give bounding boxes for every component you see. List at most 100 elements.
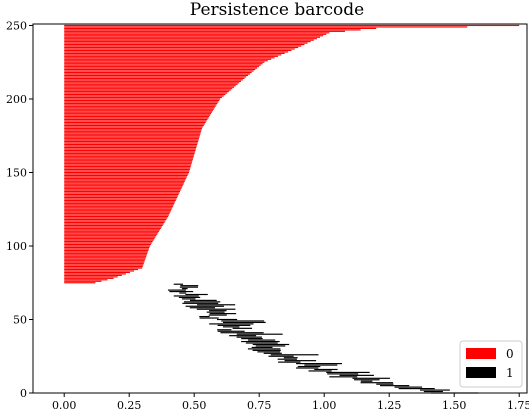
bar-dim1 <box>297 365 321 368</box>
x-tick-label: 1.00 <box>312 399 337 412</box>
bar-dim0 <box>64 282 96 284</box>
bar-dim1 <box>245 342 278 344</box>
bar-dim0 <box>64 60 268 62</box>
bar-dim1 <box>167 289 186 291</box>
bar-dim0 <box>64 254 147 256</box>
bar-dim0 <box>64 126 203 128</box>
bar-dim0 <box>64 258 146 260</box>
bar-dim0 <box>64 271 130 274</box>
bar-dim0 <box>64 38 317 40</box>
bar-dim0 <box>64 233 158 235</box>
bar-dim1 <box>360 382 394 384</box>
y-tick-label: 250 <box>6 19 27 32</box>
bar-dim0 <box>64 132 201 134</box>
bar-dim1 <box>182 302 219 304</box>
bar-dim0 <box>64 260 145 262</box>
bar-dim0 <box>64 154 195 156</box>
bar-dim0 <box>64 202 175 204</box>
bar-dim0 <box>64 236 156 238</box>
bar-dim0 <box>64 221 165 224</box>
bar-dim0 <box>64 176 187 178</box>
bar-dim1 <box>352 377 390 379</box>
legend: 0 1 <box>459 340 523 388</box>
bar-dim0 <box>64 220 166 222</box>
bar-dim0 <box>64 245 150 247</box>
bar-dim1 <box>221 320 265 322</box>
bar-dim0 <box>64 39 314 41</box>
bar-dim0 <box>64 163 192 165</box>
bar-dim0 <box>64 24 520 27</box>
bar-dim0 <box>64 141 199 143</box>
bar-dim0 <box>64 145 197 147</box>
bar-dim0 <box>64 67 258 69</box>
bar-dim0 <box>64 135 200 137</box>
bar-dim0 <box>64 223 164 225</box>
bar-dim1 <box>394 386 423 388</box>
bar-dim0 <box>64 52 285 54</box>
bar-dim0 <box>64 192 180 194</box>
bar-dim0 <box>64 120 207 122</box>
bar-dim0 <box>64 110 213 112</box>
bar-dim0 <box>64 79 243 81</box>
bar-dim1 <box>308 370 332 372</box>
bar-dim0 <box>64 71 252 74</box>
bar-dim0 <box>64 255 147 257</box>
bar-dim1 <box>314 368 338 371</box>
bar-dim0 <box>64 268 139 271</box>
bar-dim0 <box>64 276 118 278</box>
bar-dim0 <box>64 92 228 94</box>
bar-dim1 <box>223 321 266 324</box>
bar-dim0 <box>64 73 250 75</box>
bar-dim0 <box>64 136 200 138</box>
bar-dim0 <box>64 224 163 226</box>
bar-dim0 <box>64 274 122 276</box>
bar-dim0 <box>64 51 289 53</box>
bar-dim0 <box>64 226 162 228</box>
bar-dim0 <box>64 158 193 160</box>
bar-dim1 <box>380 385 410 387</box>
bar-dim1 <box>189 307 215 309</box>
y-tick-label: 50 <box>13 313 27 326</box>
bar-dim1 <box>329 376 358 378</box>
bar-dim0 <box>64 133 201 135</box>
bar-dim0 <box>64 168 190 171</box>
bar-dim1 <box>197 304 236 306</box>
x-tick-label: 0.50 <box>182 399 207 412</box>
bar-dim1 <box>217 324 251 326</box>
bar-dim0 <box>64 93 226 96</box>
bar-dim0 <box>64 214 169 216</box>
bar-dim1 <box>185 305 224 307</box>
bar-dim0 <box>64 108 214 110</box>
bar-dim0 <box>64 249 149 251</box>
bar-dim0 <box>64 164 192 166</box>
bar-dim0 <box>64 243 151 246</box>
bar-dim0 <box>64 61 265 63</box>
bar-dim0 <box>64 167 191 169</box>
bar-dim0 <box>64 142 198 144</box>
bar-dim1 <box>252 343 290 346</box>
bar-dim0 <box>64 30 345 32</box>
bar-dim0 <box>64 240 153 243</box>
x-tick-label: 0.00 <box>52 399 77 412</box>
bar-dim1 <box>263 352 282 354</box>
bar-dim1 <box>173 295 199 297</box>
bar-dim0 <box>64 43 305 46</box>
bar-dim0 <box>64 127 202 129</box>
bar-dim0 <box>64 138 199 140</box>
bar-dim0 <box>64 116 210 118</box>
bar-dim0 <box>64 91 229 93</box>
bar-dim0 <box>64 101 219 103</box>
legend-swatch-0 <box>466 348 496 359</box>
bar-dim0 <box>64 186 183 188</box>
bar-dim0 <box>64 205 174 207</box>
bar-dim0 <box>64 77 245 79</box>
bar-dim0 <box>64 58 272 60</box>
bar-dim1 <box>277 358 297 360</box>
bar-dim0 <box>64 261 145 263</box>
bar-dim1 <box>327 373 359 375</box>
bar-dim0 <box>64 196 178 199</box>
bar-dim0 <box>64 191 180 193</box>
bar-dim0 <box>64 252 148 254</box>
x-tick-label: 0.75 <box>247 399 272 412</box>
legend-label-0: 0 <box>506 347 514 361</box>
